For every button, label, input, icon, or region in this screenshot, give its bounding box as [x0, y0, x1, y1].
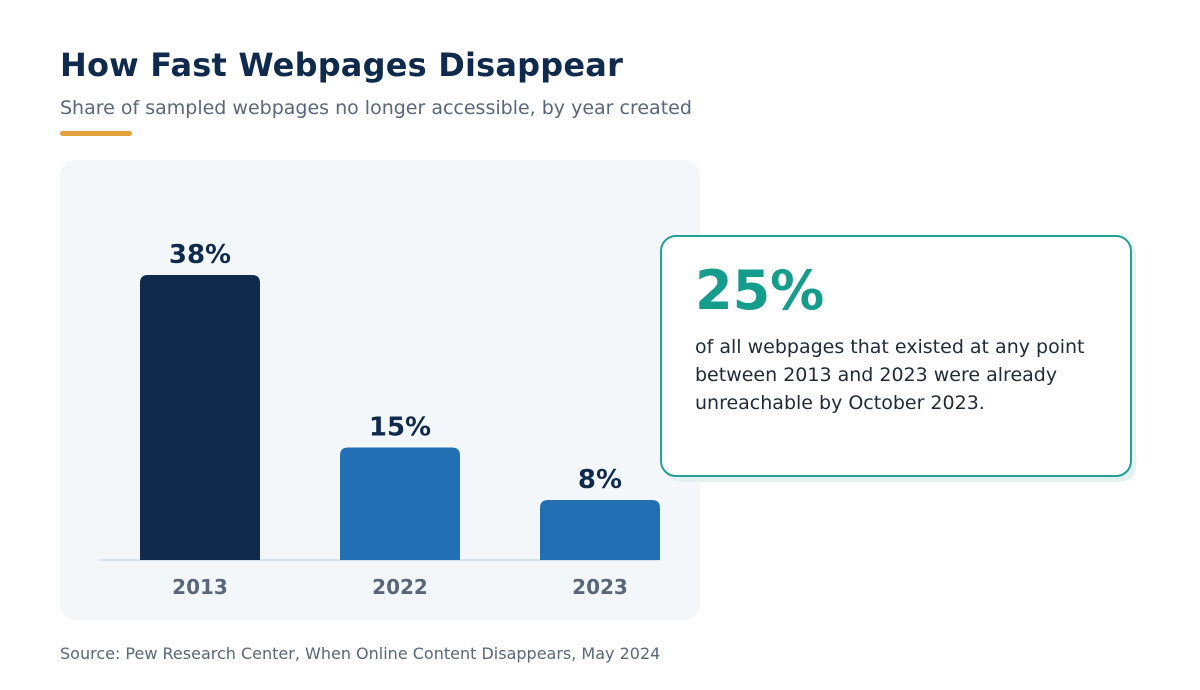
stat-callout: 25% of all webpages that existed at any …	[660, 235, 1132, 477]
category-label: 2023	[572, 575, 628, 599]
bar-chart: 38% 2013 15% 2022 8% 2023	[100, 240, 660, 599]
callout-text: of all webpages that existed at any poin…	[695, 336, 1085, 414]
bar-value-label: 15%	[369, 413, 431, 443]
accent-rule	[60, 131, 132, 136]
chart-title: How Fast Webpages Disappear	[60, 46, 624, 84]
bar-value-label: 8%	[578, 465, 622, 495]
bar-value-label: 38%	[169, 240, 231, 270]
source-note: Source: Pew Research Center, When Online…	[60, 644, 661, 663]
category-label: 2013	[172, 575, 228, 599]
category-label: 2022	[372, 575, 428, 599]
bar-2013	[140, 275, 260, 560]
chart-subtitle: Share of sampled webpages no longer acce…	[60, 97, 692, 119]
bar-2022	[340, 447, 460, 560]
callout-stat: 25%	[695, 259, 825, 322]
bar-2023	[540, 500, 660, 560]
